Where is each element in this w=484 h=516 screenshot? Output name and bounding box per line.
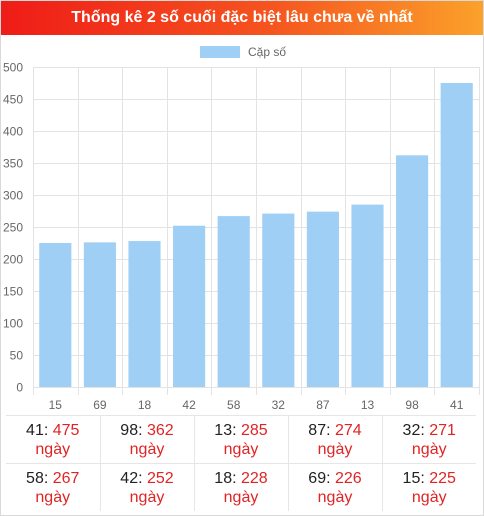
pair-number: 69 bbox=[308, 469, 327, 487]
stats-row: 58: 267 ngày 42: 252 ngày 18: 228 ngày 69: 226… bbox=[6, 463, 476, 511]
y-tick-label: 150 bbox=[3, 285, 23, 299]
pair-number: 42 bbox=[120, 469, 139, 487]
bar-chart: Cặp số 0 50 100 150 200 250 300 350 400 450 500 15 69… bbox=[3, 45, 480, 412]
stats-cell: 15: 225 ngày bbox=[382, 463, 476, 511]
days-unit: ngày bbox=[223, 440, 259, 458]
days-unit: ngày bbox=[35, 440, 71, 458]
pair-number: 87 bbox=[308, 421, 327, 439]
stats-cell: 18: 228 ngày bbox=[194, 463, 289, 511]
x-tick-label: 32 bbox=[272, 398, 286, 412]
pair-number: 18 bbox=[214, 469, 233, 487]
pair-number: 98 bbox=[120, 421, 139, 439]
pair-number: 15 bbox=[402, 469, 421, 487]
y-tick-label: 450 bbox=[3, 93, 23, 107]
days-unit: ngày bbox=[129, 488, 165, 506]
stats-cell: 41: 475 ngày bbox=[6, 414, 101, 464]
days-count: 267 bbox=[52, 469, 80, 487]
y-tick-label: 0 bbox=[16, 381, 23, 395]
y-tick-label: 100 bbox=[3, 317, 23, 331]
days-unit: ngày bbox=[411, 488, 447, 506]
bar bbox=[39, 243, 72, 387]
pair-number: 58 bbox=[26, 469, 44, 487]
days-count: 228 bbox=[240, 469, 268, 487]
y-tick-label: 350 bbox=[3, 157, 23, 171]
stats-cell: 13: 285 ngày bbox=[194, 414, 289, 464]
x-tick-label: 13 bbox=[361, 398, 375, 412]
days-count: 271 bbox=[429, 421, 456, 439]
y-tick-label: 200 bbox=[3, 253, 23, 267]
days-unit: ngày bbox=[317, 440, 353, 458]
bar bbox=[128, 241, 161, 387]
bar bbox=[262, 213, 295, 387]
days-unit: ngày bbox=[35, 488, 71, 506]
bar bbox=[173, 225, 206, 387]
days-count: 226 bbox=[334, 469, 362, 487]
x-tick-label: 42 bbox=[182, 398, 196, 412]
bar bbox=[83, 242, 116, 387]
pair-number: 32 bbox=[402, 421, 421, 439]
stats-cell: 98: 362 ngày bbox=[100, 414, 195, 464]
bar bbox=[440, 83, 473, 387]
x-tick-label: 15 bbox=[49, 398, 63, 412]
x-tick-label: 98 bbox=[405, 398, 419, 412]
bar bbox=[351, 204, 384, 387]
stats-cell: 32: 271 ngày bbox=[382, 414, 476, 464]
days-count: 252 bbox=[146, 469, 174, 487]
stats-cell: 69: 226 ngày bbox=[288, 463, 383, 511]
days-unit: ngày bbox=[317, 488, 353, 506]
stats-cell: 58: 267 ngày bbox=[6, 463, 101, 511]
x-tick-label: 87 bbox=[316, 398, 330, 412]
chart-title: Thống kê 2 số cuối đặc biệt lâu chưa về … bbox=[1, 1, 483, 35]
days-unit: ngày bbox=[223, 488, 259, 506]
x-tick-label: 58 bbox=[227, 398, 241, 412]
pair-number: 41 bbox=[26, 421, 44, 439]
legend-swatch bbox=[200, 46, 240, 58]
stats-table: 41: 475 ngày 98: 362 ngày 13: 285 ngày 87: 274… bbox=[6, 414, 476, 511]
days-unit: ngày bbox=[129, 440, 165, 458]
days-count: 274 bbox=[334, 421, 362, 439]
y-tick-label: 300 bbox=[3, 189, 23, 203]
x-tick-label: 69 bbox=[93, 398, 107, 412]
days-count: 362 bbox=[146, 421, 174, 439]
stats-cell: 87: 274 ngày bbox=[288, 414, 383, 464]
y-tick-label: 250 bbox=[3, 221, 23, 235]
legend-label: Cặp số bbox=[248, 45, 286, 59]
bar bbox=[396, 155, 429, 387]
days-count: 475 bbox=[52, 421, 80, 439]
stats-row: 41: 475 ngày 98: 362 ngày 13: 285 ngày 87: 274… bbox=[6, 414, 476, 464]
x-tick-label: 41 bbox=[450, 398, 464, 412]
days-unit: ngày bbox=[411, 440, 447, 458]
y-tick-label: 400 bbox=[3, 125, 23, 139]
bar bbox=[306, 211, 339, 387]
days-count: 285 bbox=[240, 421, 268, 439]
y-tick-label: 50 bbox=[10, 349, 24, 363]
x-tick-label: 18 bbox=[138, 398, 152, 412]
y-tick-label: 500 bbox=[3, 61, 23, 75]
pair-number: 13 bbox=[214, 421, 233, 439]
stats-cell: 42: 252 ngày bbox=[100, 463, 195, 511]
days-count: 225 bbox=[429, 469, 456, 487]
bar bbox=[217, 216, 250, 387]
